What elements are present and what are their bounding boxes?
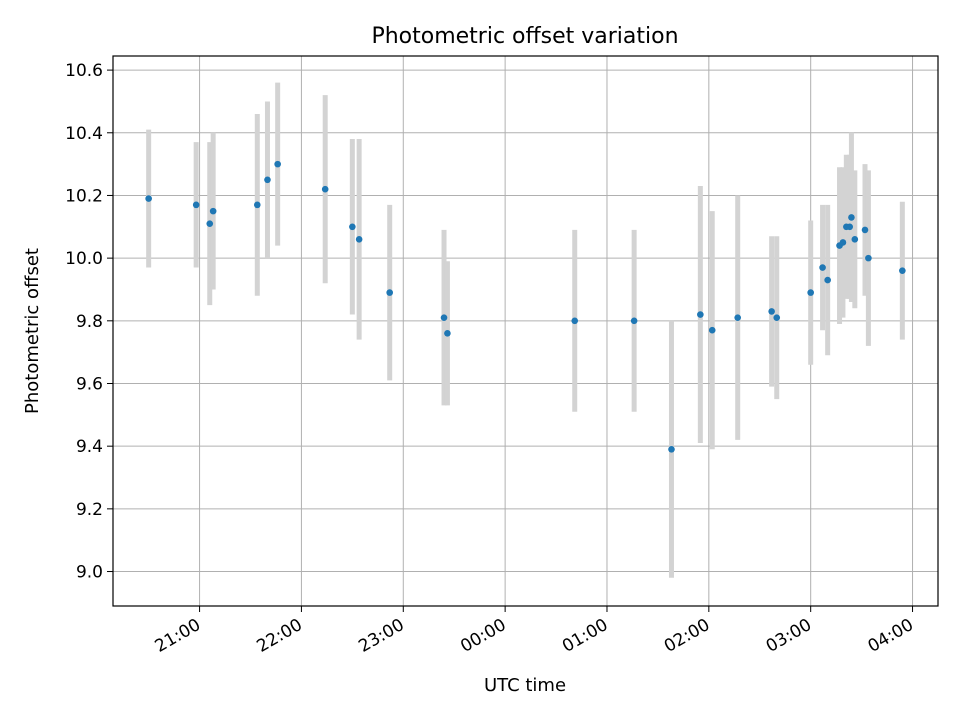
data-point (386, 289, 393, 296)
y-tick-label: 10.4 (65, 124, 103, 144)
data-point (355, 236, 363, 243)
y-tick-label: 9.0 (76, 563, 103, 583)
data-point (861, 226, 869, 234)
data-point (209, 207, 217, 215)
y-tick-label: 9.2 (76, 500, 103, 520)
data-point (846, 223, 854, 231)
data-point (192, 201, 200, 209)
data-point (848, 214, 855, 221)
data-point (807, 289, 814, 296)
data-point (630, 317, 638, 325)
y-tick-label: 10.2 (65, 186, 103, 206)
y-axis-label: Photometric offset (22, 248, 43, 414)
data-point (865, 254, 872, 262)
data-point (768, 308, 775, 315)
y-tick-label: 9.4 (76, 437, 103, 457)
data-point (734, 314, 741, 321)
data-point (819, 264, 826, 271)
data-point (321, 185, 329, 193)
data-point (253, 201, 261, 209)
data-point (668, 446, 675, 453)
data-point (571, 317, 579, 325)
data-point (145, 195, 152, 202)
y-tick-label: 10.0 (65, 249, 103, 269)
grid (113, 56, 938, 606)
data-point (697, 311, 704, 318)
data-point (440, 314, 448, 321)
y-axis-ticks: 9.0 9.2 9.4 9.6 9.8 10.0 10.2 10.4 10.6 (65, 61, 113, 583)
data-points (145, 160, 906, 453)
chart-title: Photometric offset variation (371, 24, 678, 49)
data-point (839, 239, 847, 246)
data-point (444, 330, 451, 337)
plot-frame (112, 55, 939, 607)
data-point (708, 326, 716, 334)
y-tick-label: 9.6 (76, 374, 103, 394)
y-tick-label: 10.6 (65, 61, 103, 81)
data-point (773, 314, 781, 321)
data-point (349, 223, 356, 231)
y-tick-label: 9.8 (76, 312, 103, 332)
data-point (824, 276, 831, 284)
data-point (206, 220, 214, 227)
data-point (264, 176, 271, 184)
x-axis-label: UTC time (484, 675, 566, 696)
data-point (851, 236, 859, 243)
data-point (899, 267, 906, 274)
data-point (274, 160, 281, 168)
